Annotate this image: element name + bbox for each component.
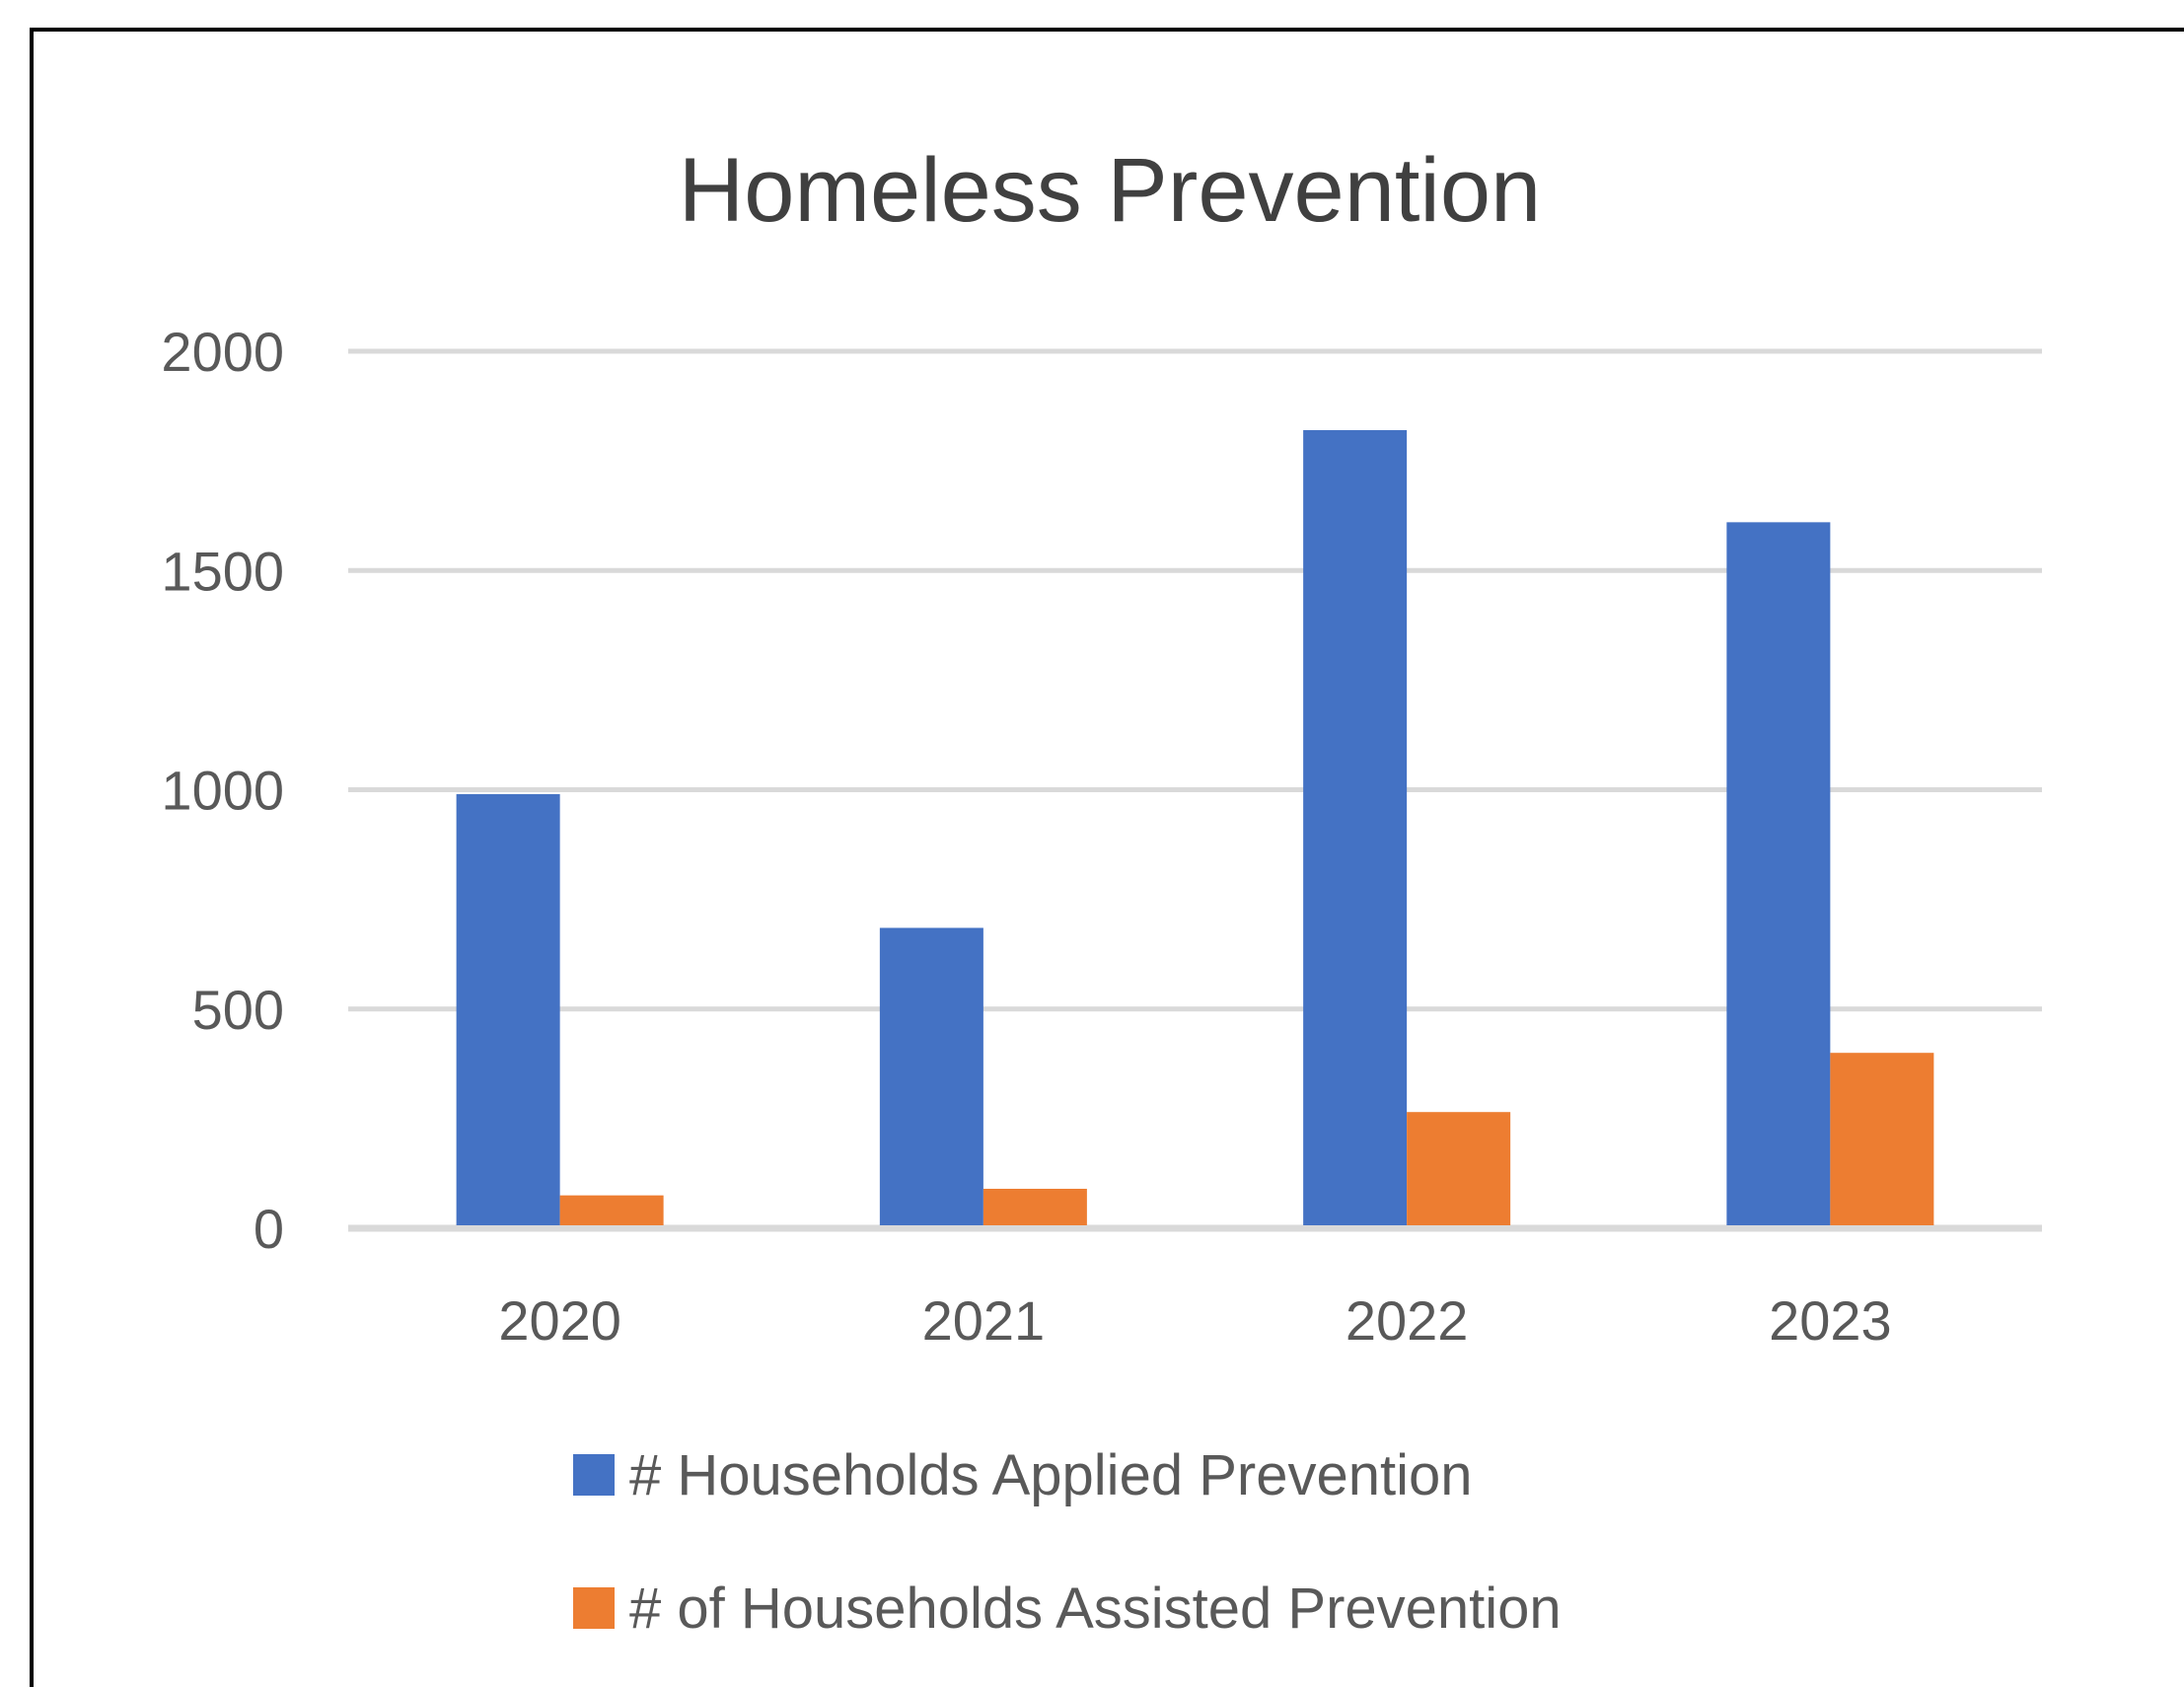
bar-assisted-2022 xyxy=(1407,1112,1511,1225)
y-tick-label: 0 xyxy=(254,1198,284,1260)
legend-swatch xyxy=(573,1454,615,1496)
bar-assisted-2021 xyxy=(983,1188,1087,1225)
legend-item-applied: # Households Applied Prevention xyxy=(573,1443,1472,1507)
y-axis-tick-labels: 0 500 1000 1500 2000 xyxy=(161,321,284,1260)
bar-assisted-2020 xyxy=(559,1195,664,1225)
legend-item-assisted: # of Households Assisted Prevention xyxy=(573,1577,1562,1641)
x-tick-label: 2020 xyxy=(498,1289,621,1352)
bar-applied-2022 xyxy=(1303,430,1408,1225)
bar-assisted-2023 xyxy=(1830,1053,1934,1225)
y-tick-label: 500 xyxy=(192,979,284,1041)
bar-applied-2021 xyxy=(879,927,983,1225)
x-tick-label: 2022 xyxy=(1346,1289,1469,1352)
chart-title: Homeless Prevention xyxy=(679,140,1541,241)
y-tick-label: 2000 xyxy=(161,321,284,383)
legend-label: # of Households Assisted Prevention xyxy=(629,1577,1562,1641)
legend-swatch xyxy=(573,1587,615,1629)
bar-applied-2020 xyxy=(456,793,560,1225)
x-tick-label: 2021 xyxy=(922,1289,1046,1352)
legend: # Households Applied Prevention # of Hous… xyxy=(573,1443,1562,1641)
bar-applied-2023 xyxy=(1726,522,1831,1225)
y-tick-label: 1500 xyxy=(161,540,284,602)
x-axis-tick-labels: 2020 2021 2022 2023 xyxy=(498,1289,1891,1352)
bars xyxy=(456,430,1934,1225)
x-tick-label: 2023 xyxy=(1769,1289,1892,1352)
y-tick-label: 1000 xyxy=(161,760,284,822)
legend-label: # Households Applied Prevention xyxy=(629,1443,1472,1507)
